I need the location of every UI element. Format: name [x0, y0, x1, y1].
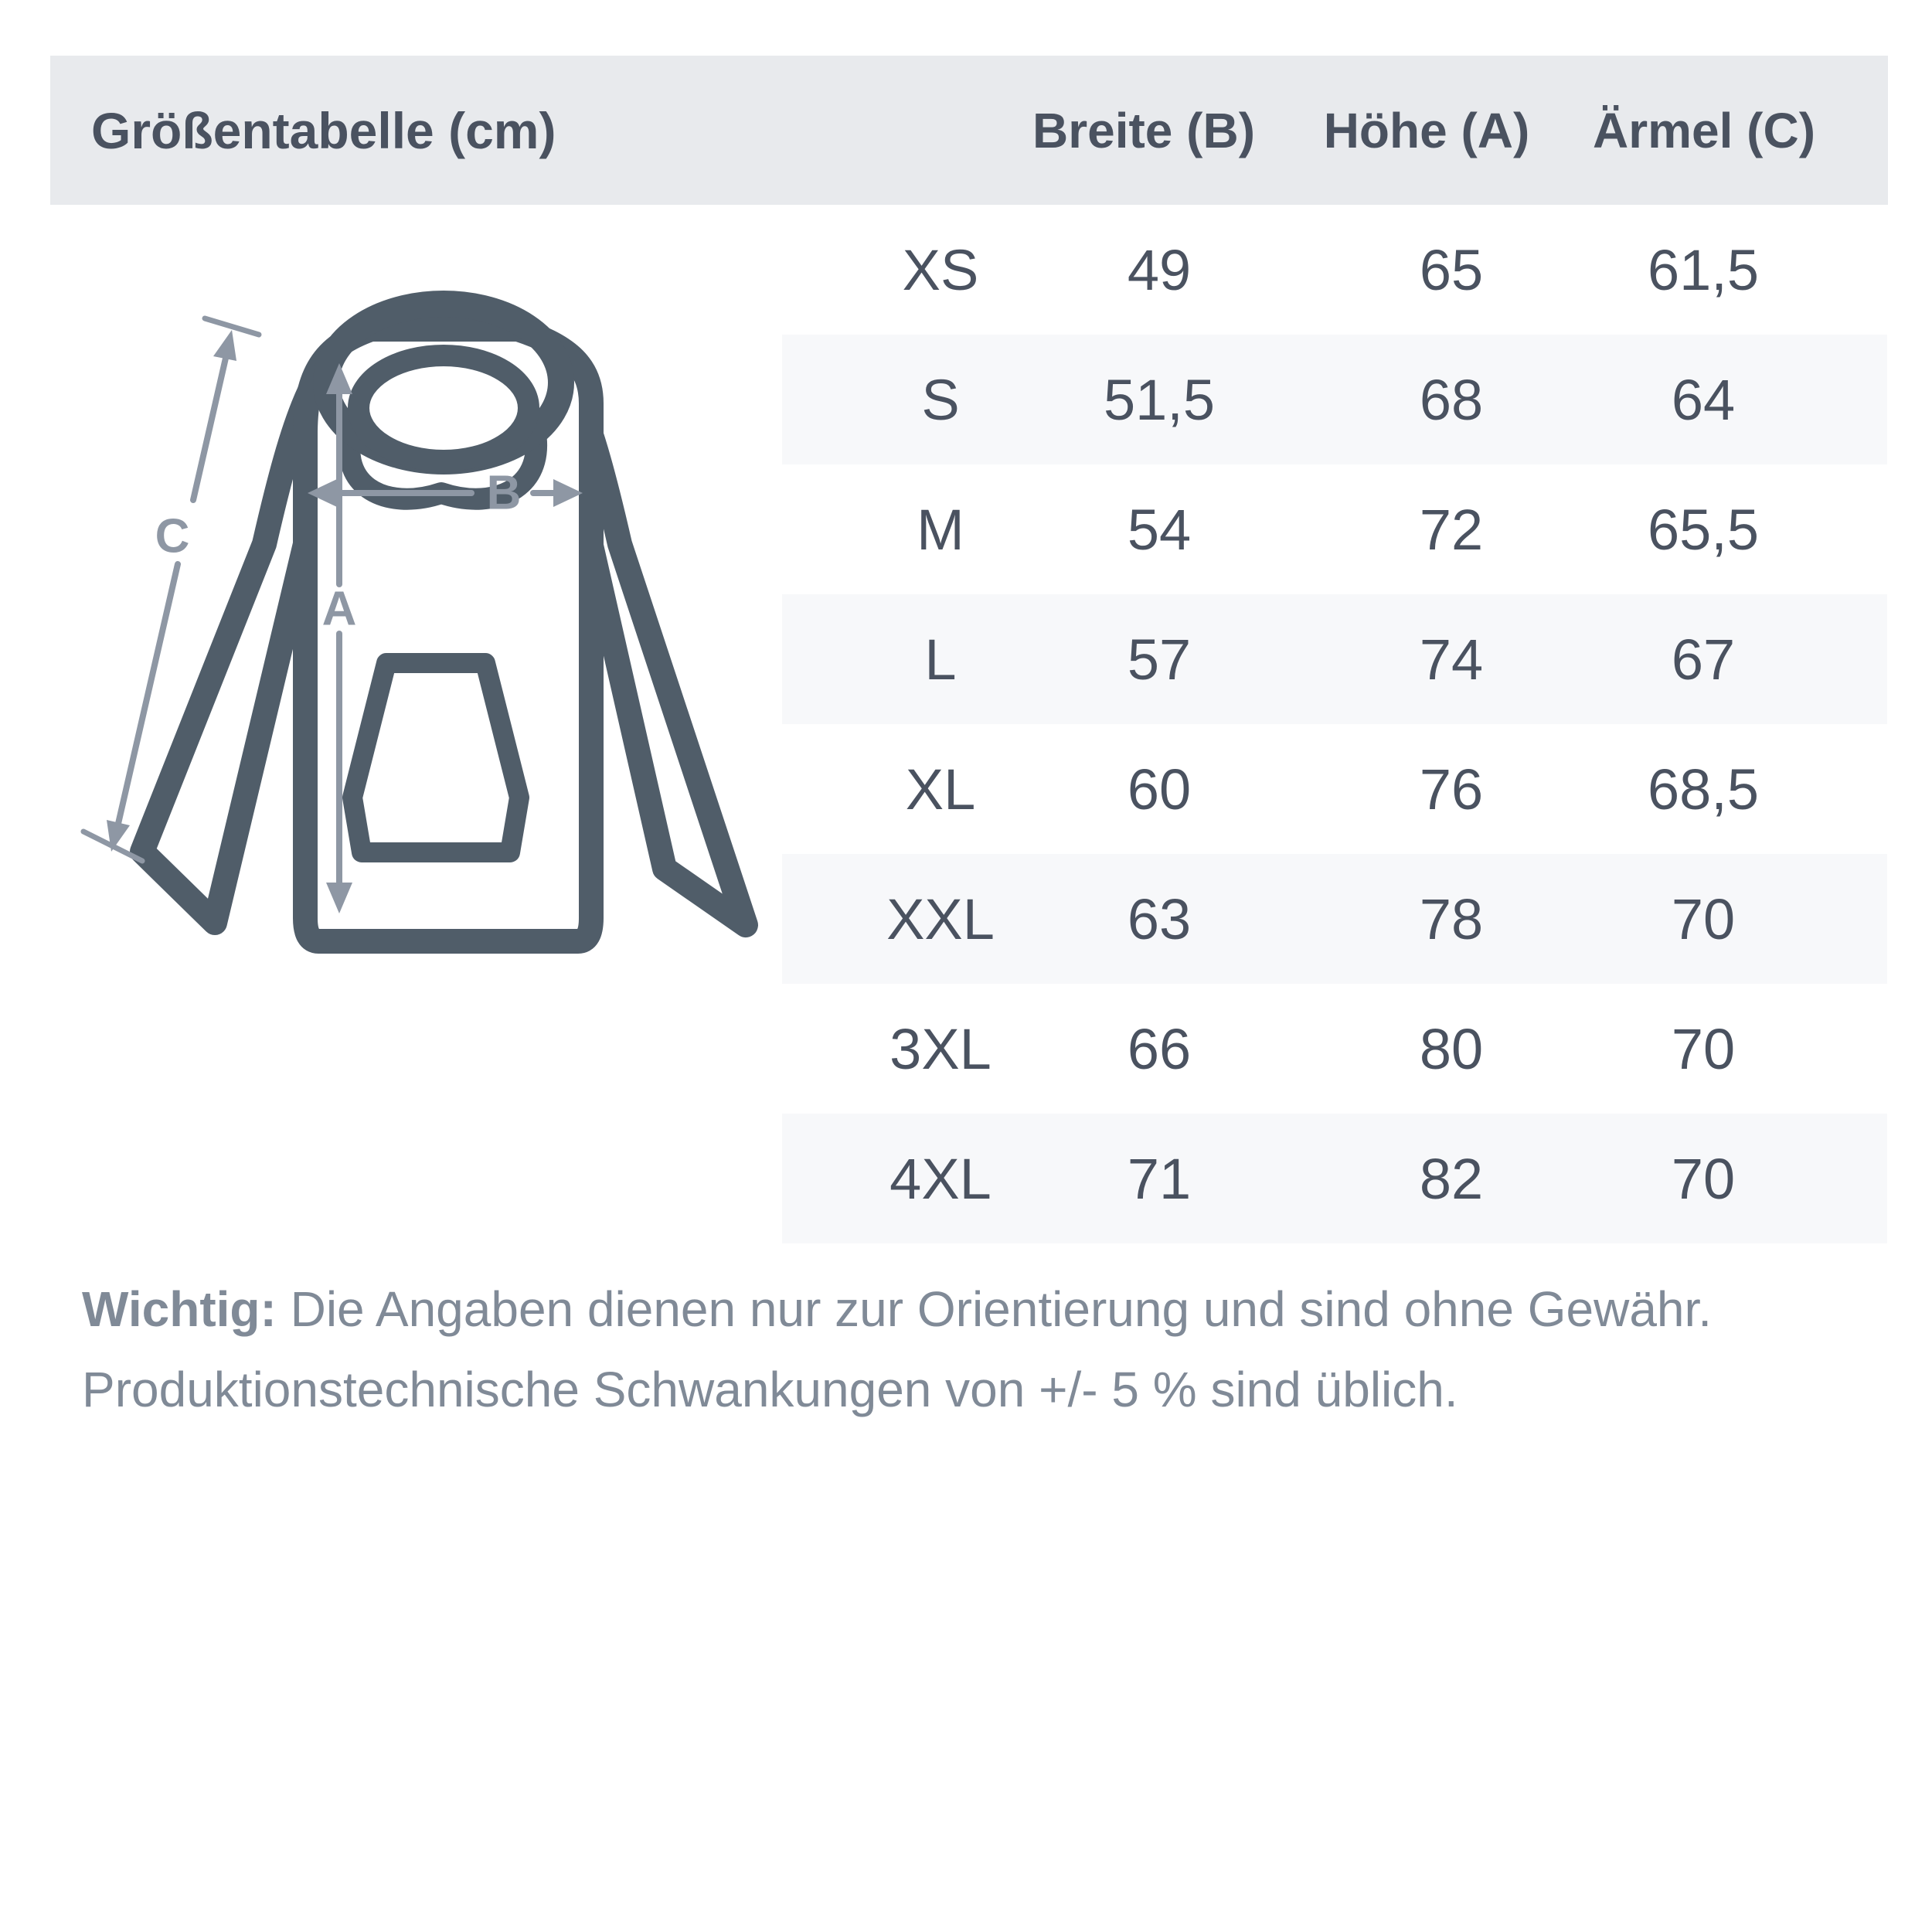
cell-breite: 51,5 — [1103, 367, 1216, 432]
column-header-breite: Breite (B) — [1032, 102, 1256, 158]
cell-hoehe: 72 — [1419, 497, 1484, 562]
cell-breite: 63 — [1127, 886, 1192, 951]
footer-line-1: Wichtig: Die Angaben dienen nur zur Orie… — [82, 1269, 1852, 1349]
cell-aermel: 70 — [1671, 1146, 1736, 1211]
cell-size: 3XL — [889, 1016, 992, 1081]
cell-hoehe: 74 — [1419, 627, 1484, 692]
table-row: XXL 63 78 70 — [782, 854, 1887, 984]
cell-aermel: 64 — [1671, 367, 1736, 432]
width-label: B — [487, 467, 522, 520]
sleeve-dimension-arrow-icon — [80, 315, 262, 864]
cell-aermel: 70 — [1671, 886, 1736, 951]
cell-size: S — [921, 367, 960, 432]
table-row: XS 49 65 61,5 — [782, 205, 1887, 335]
cell-breite: 54 — [1127, 497, 1192, 562]
sleeve-label: C — [155, 510, 190, 563]
cell-hoehe: 80 — [1419, 1016, 1484, 1081]
hoodie-pocket — [342, 653, 529, 862]
cell-size: L — [924, 627, 957, 692]
cell-size: XL — [905, 757, 976, 821]
cell-aermel: 67 — [1671, 627, 1736, 692]
column-header-aermel: Ärmel (C) — [1592, 102, 1816, 158]
table-row: M 54 72 65,5 — [782, 464, 1887, 594]
cell-hoehe: 65 — [1419, 237, 1484, 302]
hoodie-hood-opening — [348, 345, 539, 471]
table-row: S 51,5 68 64 — [782, 335, 1887, 464]
cell-aermel: 70 — [1671, 1016, 1736, 1081]
cell-aermel: 65,5 — [1647, 497, 1760, 562]
cell-hoehe: 76 — [1419, 757, 1484, 821]
size-table: XS 49 65 61,5 S 51,5 68 64 M 54 72 65,5 L 57 74 67 XL 60 7… — [782, 205, 1887, 1243]
cell-breite: 71 — [1127, 1146, 1192, 1211]
cell-hoehe: 78 — [1419, 886, 1484, 951]
cell-size: M — [917, 497, 964, 562]
footer-text-1: Die Angaben dienen nur zur Orientierung … — [276, 1281, 1713, 1337]
cell-size: XS — [902, 237, 979, 302]
page-title: Größentabelle (cm) — [91, 101, 556, 159]
cell-size: 4XL — [889, 1146, 992, 1211]
cell-aermel: 61,5 — [1647, 237, 1760, 302]
dimension-labels: A B C — [155, 467, 522, 636]
table-row: XL 60 76 68,5 — [782, 724, 1887, 854]
column-header-hoehe: Höhe (A) — [1323, 102, 1530, 158]
width-dimension-arrow-icon — [308, 479, 583, 507]
table-row: 4XL 71 82 70 — [782, 1114, 1887, 1243]
hoodie-diagram: A B C — [80, 291, 758, 954]
footer-note: Wichtig: Die Angaben dienen nur zur Orie… — [82, 1269, 1852, 1430]
table-row: L 57 74 67 — [782, 594, 1887, 724]
height-label: A — [322, 583, 357, 636]
cell-breite: 60 — [1127, 757, 1192, 821]
table-row: 3XL 66 80 70 — [782, 984, 1887, 1114]
cell-breite: 57 — [1127, 627, 1192, 692]
footer-lead: Wichtig: — [82, 1281, 277, 1337]
hoodie-outline-icon — [130, 291, 758, 954]
cell-size: XXL — [886, 886, 995, 951]
cell-hoehe: 68 — [1419, 367, 1484, 432]
height-dimension-arrow-icon — [326, 363, 352, 913]
size-table-rows: XS 49 65 61,5 S 51,5 68 64 M 54 72 65,5 L 57 74 67 XL 60 7… — [782, 205, 1887, 1243]
cell-hoehe: 82 — [1419, 1146, 1484, 1211]
table-header: Größentabelle (cm) Breite (B) Höhe (A) Ä… — [50, 56, 1888, 205]
cell-breite: 49 — [1127, 237, 1192, 302]
dimension-lines — [80, 315, 583, 913]
footer-line-2: Produktionstechnische Schwankungen von +… — [82, 1362, 1458, 1417]
cell-aermel: 68,5 — [1647, 757, 1760, 821]
cell-breite: 66 — [1127, 1016, 1192, 1081]
